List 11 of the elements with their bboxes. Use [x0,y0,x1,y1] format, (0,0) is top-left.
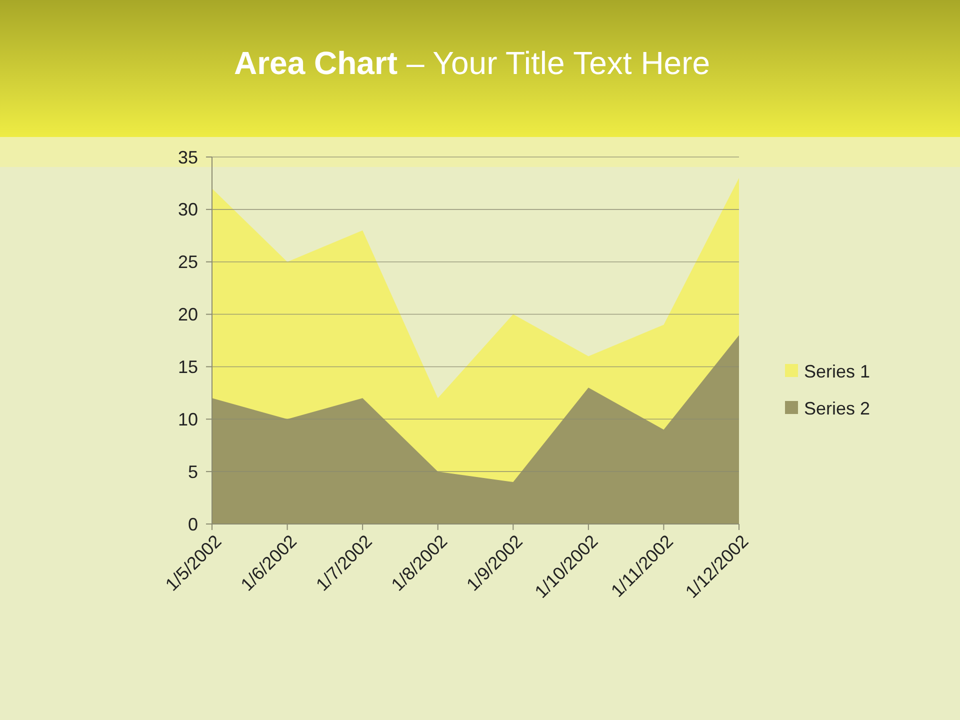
legend-label: Series 1 [804,361,870,382]
chart-title: Area Chart – Your Title Text Here [234,45,710,81]
y-tick-label: 15 [178,357,198,378]
y-tick-label: 30 [178,200,198,220]
y-tick-label: 20 [178,304,198,325]
y-tick-label: 35 [178,147,198,168]
y-tick-label: 5 [188,462,198,482]
legend-label: Series 2 [804,398,870,418]
y-tick-label: 0 [188,514,198,534]
y-tick-label: 10 [178,409,198,430]
y-tick-label: 25 [178,252,198,272]
